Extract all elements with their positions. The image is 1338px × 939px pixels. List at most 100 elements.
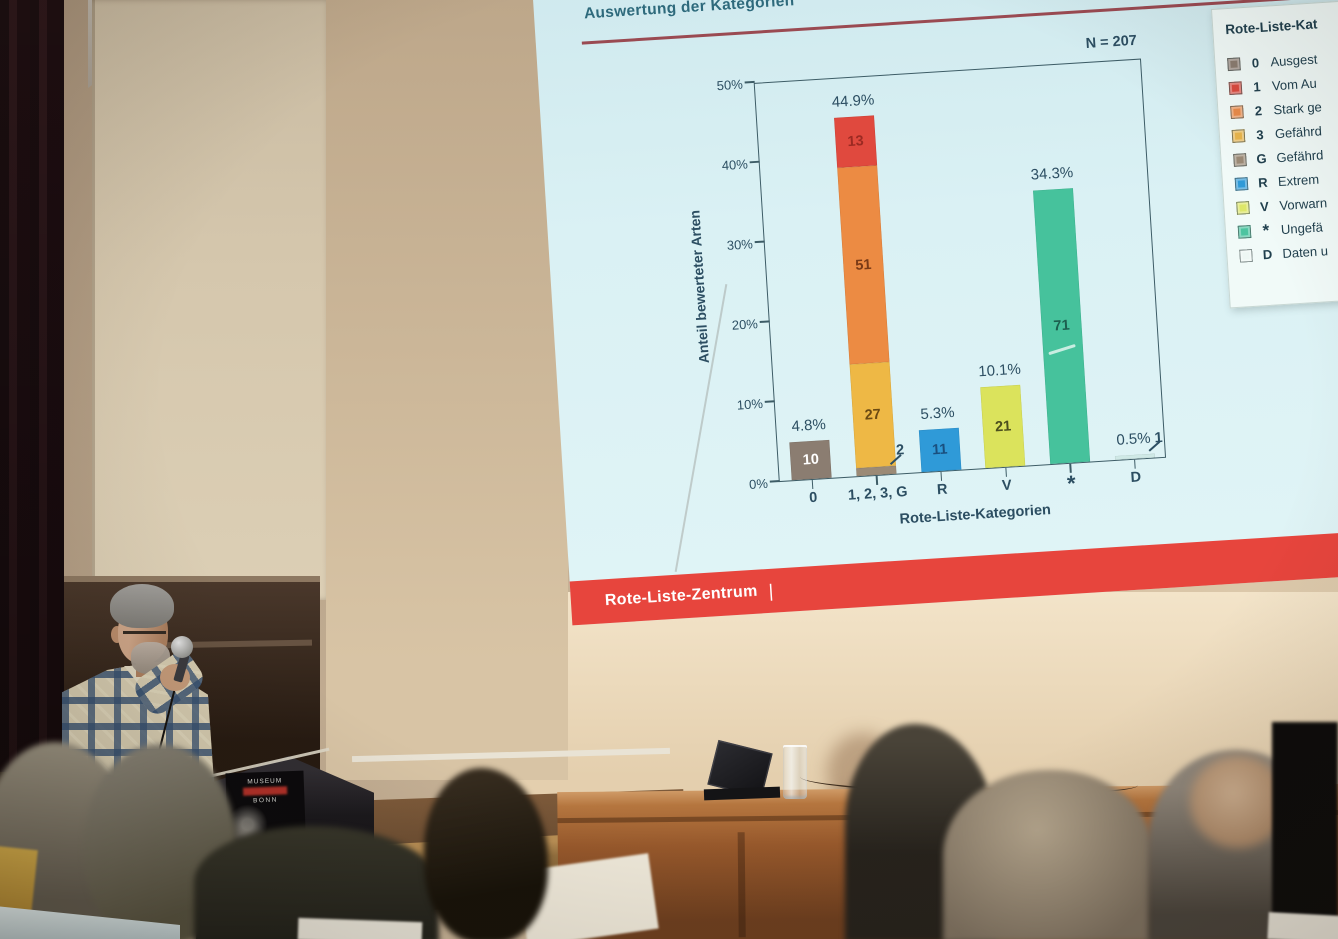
bar-percent-label: 4.8%: [791, 415, 827, 435]
legend-label: Ungefä: [1280, 219, 1324, 238]
sample-size-label: N = 207: [1085, 32, 1138, 52]
legend-label: Extrem: [1277, 171, 1320, 190]
legend-item: 2 Stark ge: [1230, 92, 1338, 120]
bar-V: 21: [980, 384, 1026, 469]
bar-percent-label: 34.3%: [1030, 163, 1074, 184]
legend-item: * Ungefä: [1237, 212, 1338, 241]
bar-count-label: 71: [1053, 317, 1071, 335]
legend-swatch: [1228, 81, 1243, 96]
bar-count-label: 27: [864, 406, 882, 424]
footer-brand: Rote-Liste-Zentrum: [604, 582, 759, 610]
y-tick-label: 0%: [748, 475, 769, 492]
bar-count-label: 51: [854, 256, 872, 274]
legend-key: 1: [1252, 79, 1262, 95]
x-tick-mark: [1004, 467, 1008, 477]
bar-segment-21: 21: [980, 384, 1026, 469]
dark-object-right: [1272, 722, 1338, 939]
legend-label: Stark ge: [1272, 99, 1323, 118]
legend-swatch: [1239, 248, 1253, 263]
legend-item: 1 Vom Au: [1228, 68, 1338, 96]
legend-label: Vom Au: [1271, 75, 1318, 94]
x-tick-mark: [1069, 463, 1072, 473]
legend-key: 0: [1251, 55, 1260, 71]
bar-percent-label: 44.9%: [831, 91, 875, 111]
presenter-glasses: [123, 624, 166, 634]
legend-swatch: [1236, 201, 1250, 215]
legend-item: V Vorwarn: [1236, 188, 1338, 216]
y-tick-label: 40%: [721, 156, 749, 174]
desk-panel-groove: [737, 832, 746, 938]
bar-*: 71: [1032, 187, 1091, 465]
bar-segment-71: 71: [1032, 187, 1091, 465]
projection-screen-slide: Auswertung der Kategorien N = 207 Anteil…: [531, 0, 1338, 626]
legend-key: 2: [1254, 103, 1263, 119]
legend-item: R Extrem: [1234, 164, 1338, 192]
bar-0: 10: [789, 439, 832, 481]
legend-item: 0 Ausgest: [1227, 44, 1338, 72]
x-tick-mark: [811, 479, 814, 490]
legend-label: Vorwarn: [1278, 195, 1328, 214]
bar-count-label: 11: [931, 441, 948, 459]
y-tick-label: 10%: [736, 395, 764, 413]
legend-swatch: [1233, 153, 1247, 167]
stage-curtain: [0, 0, 64, 772]
slide-title: Auswertung der Kategorien: [583, 0, 795, 23]
bar-count-label: 10: [802, 451, 820, 469]
legend-swatch: [1227, 57, 1241, 72]
plot-area: N = 207 Anteil bewerteter Arten 0 1, 2, 3…: [687, 33, 1167, 528]
legend-item: D Daten u: [1239, 236, 1338, 264]
paper-sheet: [1267, 912, 1338, 939]
legend-key: *: [1262, 220, 1270, 241]
bar-123G: 27 51 13: [834, 115, 897, 477]
bar-segment-27: 27: [849, 361, 897, 469]
bar-percent-label: 0.5%: [1115, 429, 1152, 449]
legend-item: G Gefährd: [1233, 140, 1338, 168]
footer-divider: |: [767, 580, 774, 601]
bar-segment-13: 13: [834, 115, 878, 168]
x-tick-mark: [940, 471, 943, 481]
legend-items: 0 Ausgest 1 Vom Au 2 Stark ge 3 Gefährd G Gefährd…: [1227, 44, 1338, 264]
y-tick-mark: [749, 161, 760, 164]
poster-red-wordmark: [242, 786, 288, 796]
y-tick-label: 50%: [716, 76, 744, 94]
x-tick-mark: [1133, 459, 1137, 469]
bar-count-label: 21: [994, 418, 1012, 436]
pilaster-ledge: [52, 576, 320, 582]
audience-head-6: [943, 770, 1153, 939]
y-tick-label: 30%: [726, 236, 754, 253]
legend-label: Daten u: [1281, 243, 1329, 262]
y-tick-mark: [744, 81, 755, 84]
wall-mid-section: [326, 0, 568, 780]
legend-header: Rote-Liste-Kat: [1224, 16, 1318, 38]
legend-swatch: [1237, 224, 1252, 239]
bar-segment-11: 11: [918, 427, 962, 473]
y-tick-mark: [754, 240, 765, 244]
legend-swatch: [1231, 129, 1246, 143]
legend-key: 3: [1255, 127, 1265, 143]
y-tick-label: 20%: [731, 316, 759, 333]
bar-percent-label: 5.3%: [919, 403, 956, 423]
paper-sheet: [297, 917, 423, 939]
legend-key: V: [1259, 198, 1270, 215]
bar-R: 11: [918, 427, 962, 473]
legend-swatch: [1230, 105, 1244, 120]
poster-museum-text: MUSEUM: [247, 777, 283, 786]
wall-pilaster: [92, 0, 332, 600]
legend-label: Gefährd: [1275, 147, 1324, 166]
y-tick-mark: [769, 480, 780, 483]
bar-percent-label: 10.1%: [977, 360, 1022, 381]
y-tick-mark: [764, 400, 775, 403]
bar-count-label: 13: [847, 133, 865, 151]
legend-key: G: [1255, 150, 1267, 167]
x-tick-mark: [875, 475, 878, 485]
legend-key: D: [1262, 246, 1273, 263]
bar-segment-2: [856, 466, 897, 477]
legend-label: Ausgest: [1269, 51, 1318, 70]
legend-swatch: [1234, 177, 1249, 191]
legend-label: Gefährd: [1274, 123, 1323, 142]
presenter-hair: [110, 584, 174, 628]
audience-head-7-scalp: [1190, 756, 1286, 848]
legend-panel: Rote-Liste-Kat 0 Ausgest 1 Vom Au 2 Stark ge 3…: [1210, 0, 1338, 309]
bar-segment-51: 51: [837, 165, 890, 365]
